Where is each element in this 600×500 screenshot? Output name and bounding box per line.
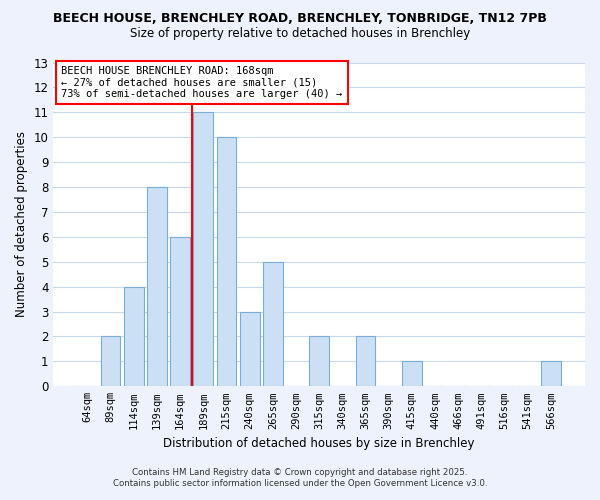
X-axis label: Distribution of detached houses by size in Brenchley: Distribution of detached houses by size … bbox=[163, 437, 475, 450]
Text: BEECH HOUSE BRENCHLEY ROAD: 168sqm
← 27% of detached houses are smaller (15)
73%: BEECH HOUSE BRENCHLEY ROAD: 168sqm ← 27%… bbox=[61, 66, 343, 99]
Bar bbox=[101, 336, 121, 386]
Bar bbox=[356, 336, 376, 386]
Text: BEECH HOUSE, BRENCHLEY ROAD, BRENCHLEY, TONBRIDGE, TN12 7PB: BEECH HOUSE, BRENCHLEY ROAD, BRENCHLEY, … bbox=[53, 12, 547, 26]
Bar bbox=[217, 137, 236, 386]
Bar bbox=[147, 187, 167, 386]
Text: Size of property relative to detached houses in Brenchley: Size of property relative to detached ho… bbox=[130, 28, 470, 40]
Bar bbox=[170, 237, 190, 386]
Bar bbox=[193, 112, 213, 386]
Y-axis label: Number of detached properties: Number of detached properties bbox=[15, 132, 28, 318]
Bar bbox=[124, 286, 143, 386]
Bar bbox=[541, 362, 561, 386]
Text: Contains HM Land Registry data © Crown copyright and database right 2025.
Contai: Contains HM Land Registry data © Crown c… bbox=[113, 468, 487, 487]
Bar bbox=[402, 362, 422, 386]
Bar bbox=[240, 312, 260, 386]
Bar bbox=[263, 262, 283, 386]
Bar bbox=[310, 336, 329, 386]
